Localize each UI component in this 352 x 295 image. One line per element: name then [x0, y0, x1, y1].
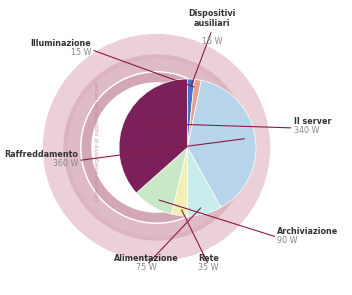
Text: Rete: Rete — [198, 254, 219, 263]
Text: 15 W: 15 W — [71, 48, 91, 57]
Text: Dispositivi
ausiliari: Dispositivi ausiliari — [188, 9, 236, 28]
Text: Il server: Il server — [294, 117, 331, 126]
Text: Illuminazione: Illuminazione — [31, 39, 91, 48]
Text: 75 W: 75 W — [137, 263, 157, 272]
Wedge shape — [119, 79, 188, 193]
Text: 360 W: 360 W — [53, 159, 78, 168]
Wedge shape — [188, 79, 194, 148]
Text: 340 W: 340 W — [294, 126, 319, 135]
Text: Consumo energetico di supporto del server: Consumo energetico di supporto del serve… — [95, 81, 100, 201]
Text: 15 W: 15 W — [202, 37, 222, 46]
Text: Raffreddamento: Raffreddamento — [4, 150, 78, 159]
Text: 90 W: 90 W — [277, 235, 298, 245]
Wedge shape — [171, 148, 188, 216]
Text: Alimentazione: Alimentazione — [114, 254, 179, 263]
Wedge shape — [188, 79, 201, 148]
Wedge shape — [188, 81, 256, 207]
Text: 35 W: 35 W — [199, 263, 219, 272]
Wedge shape — [136, 148, 188, 214]
Text: Archiviazione: Archiviazione — [277, 227, 339, 236]
Wedge shape — [188, 148, 221, 216]
